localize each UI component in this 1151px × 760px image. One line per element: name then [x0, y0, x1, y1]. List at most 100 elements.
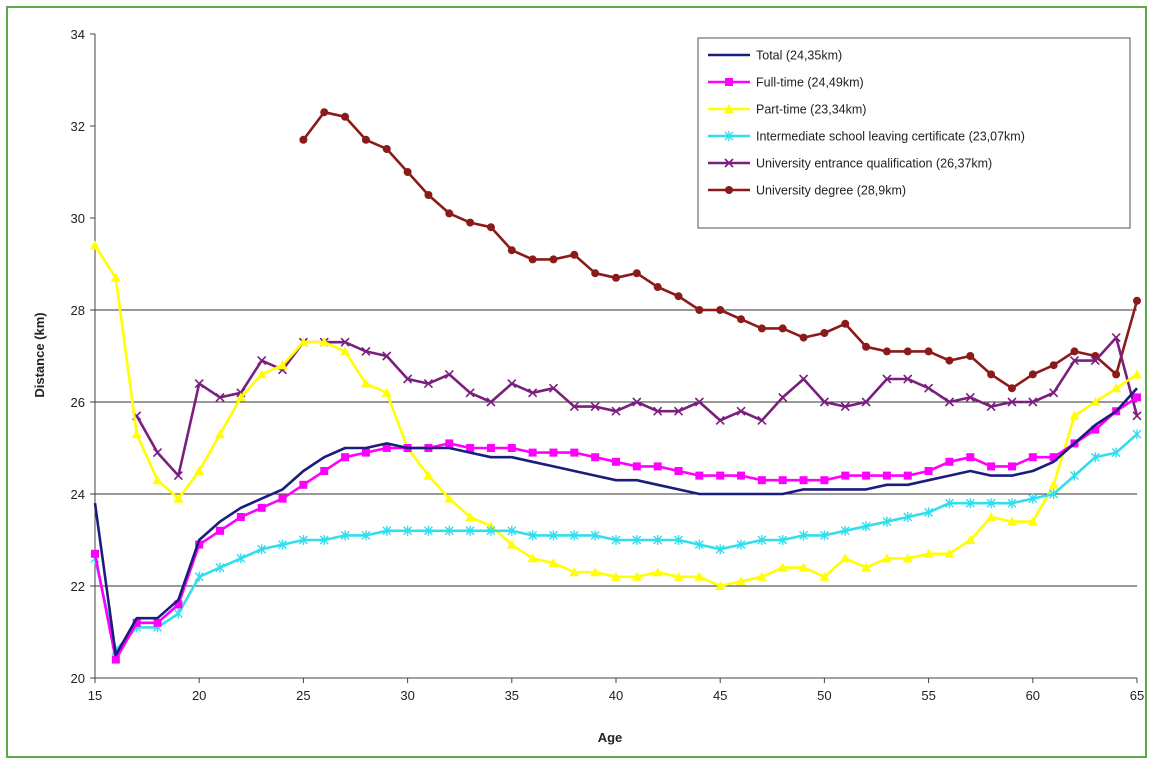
- data-point: [507, 444, 516, 452]
- data-point: [737, 315, 746, 324]
- data-point: [528, 530, 538, 541]
- data-point: [799, 530, 809, 541]
- y-tick-label: 24: [71, 487, 85, 502]
- data-point: [1048, 479, 1059, 489]
- plot-series: [90, 108, 1142, 664]
- data-point: [903, 512, 913, 522]
- data-point: [674, 467, 683, 475]
- data-point: [444, 525, 454, 536]
- x-tick-label: 15: [88, 688, 102, 703]
- data-point: [1069, 470, 1079, 481]
- data-point: [861, 562, 872, 572]
- series-0: [93, 387, 1138, 657]
- legend-marker: [724, 131, 734, 141]
- data-point: [986, 498, 996, 509]
- data-point: [882, 347, 891, 356]
- series-line: [135, 336, 1139, 477]
- data-point: [445, 439, 454, 448]
- legend-entry: Full-time (24,49km): [756, 76, 864, 90]
- y-tick-labels: 20 22 24 26 28 30 32 34: [71, 27, 95, 686]
- data-point: [320, 108, 329, 117]
- gridlines: [95, 309, 1137, 587]
- data-point: [695, 306, 704, 314]
- data-point: [507, 379, 517, 389]
- data-point: [861, 521, 871, 532]
- data-point: [278, 494, 287, 503]
- data-point: [528, 388, 538, 398]
- data-point: [798, 374, 809, 384]
- data-point: [757, 324, 766, 333]
- data-point: [798, 562, 809, 572]
- legend: Total (24,35km) Full-time (24,49km) Part-t…: [697, 37, 1131, 229]
- data-point: [841, 319, 850, 328]
- y-axis-label: Distance (km): [32, 312, 47, 397]
- data-point: [799, 476, 808, 485]
- x-tick-label: 25: [296, 688, 310, 703]
- data-point: [966, 453, 975, 462]
- data-point: [673, 571, 684, 581]
- data-point: [591, 453, 600, 462]
- y-tick-label: 28: [71, 303, 85, 318]
- data-point: [215, 429, 226, 439]
- data-point: [903, 374, 913, 384]
- data-point: [403, 168, 412, 176]
- data-point: [1133, 296, 1141, 305]
- data-point: [965, 498, 975, 509]
- data-point: [861, 397, 871, 407]
- data-point: [652, 567, 663, 577]
- data-point: [881, 553, 892, 563]
- data-point: [257, 356, 267, 366]
- data-point: [1049, 489, 1059, 499]
- x-tick-labels: 15 20 25 30 35 40 45 50 55 60 65: [88, 678, 1144, 703]
- data-point: [778, 392, 788, 402]
- data-point: [569, 530, 579, 541]
- data-point: [340, 530, 350, 541]
- data-point: [715, 544, 725, 555]
- data-point: [110, 272, 121, 282]
- data-point: [819, 571, 830, 581]
- data-point: [1049, 361, 1058, 370]
- data-point: [820, 476, 829, 485]
- data-point: [924, 467, 933, 475]
- data-point: [382, 444, 391, 452]
- data-point: [736, 406, 746, 416]
- data-point: [340, 346, 351, 356]
- data-point: [736, 576, 747, 586]
- data-point: [986, 512, 997, 521]
- data-point: [424, 191, 433, 199]
- data-point: [1091, 425, 1100, 434]
- x-tick-label: 45: [713, 688, 727, 703]
- data-point: [549, 255, 558, 264]
- legend-entry: Intermediate school leaving certificate …: [756, 130, 1025, 144]
- data-point: [987, 370, 996, 379]
- data-point: [757, 415, 767, 425]
- data-point: [862, 471, 871, 480]
- data-point: [506, 539, 517, 549]
- data-point: [466, 218, 475, 227]
- data-point: [195, 540, 204, 549]
- data-point: [1028, 453, 1037, 462]
- x-axis-label: Age: [598, 730, 623, 745]
- chart-frame: [6, 6, 1147, 758]
- series-2: [90, 240, 1142, 590]
- data-point: [465, 512, 476, 521]
- data-point: [548, 383, 559, 393]
- data-point: [1007, 397, 1017, 407]
- data-point: [923, 548, 934, 558]
- data-point: [319, 535, 329, 545]
- data-point: [382, 351, 392, 361]
- x-tick-label: 60: [1026, 688, 1040, 703]
- data-point: [590, 567, 601, 577]
- legend-entry: University entrance qualification (26,37…: [756, 157, 992, 171]
- data-point: [653, 406, 663, 416]
- data-point: [882, 471, 891, 480]
- x-tick-label: 55: [921, 688, 935, 703]
- data-point: [528, 255, 537, 264]
- y-tick-label: 30: [71, 211, 85, 226]
- data-point: [382, 145, 391, 153]
- data-point: [111, 655, 120, 664]
- data-point: [257, 544, 267, 555]
- data-point: [757, 476, 766, 485]
- y-tick-label: 22: [71, 579, 85, 594]
- data-point: [1090, 452, 1100, 463]
